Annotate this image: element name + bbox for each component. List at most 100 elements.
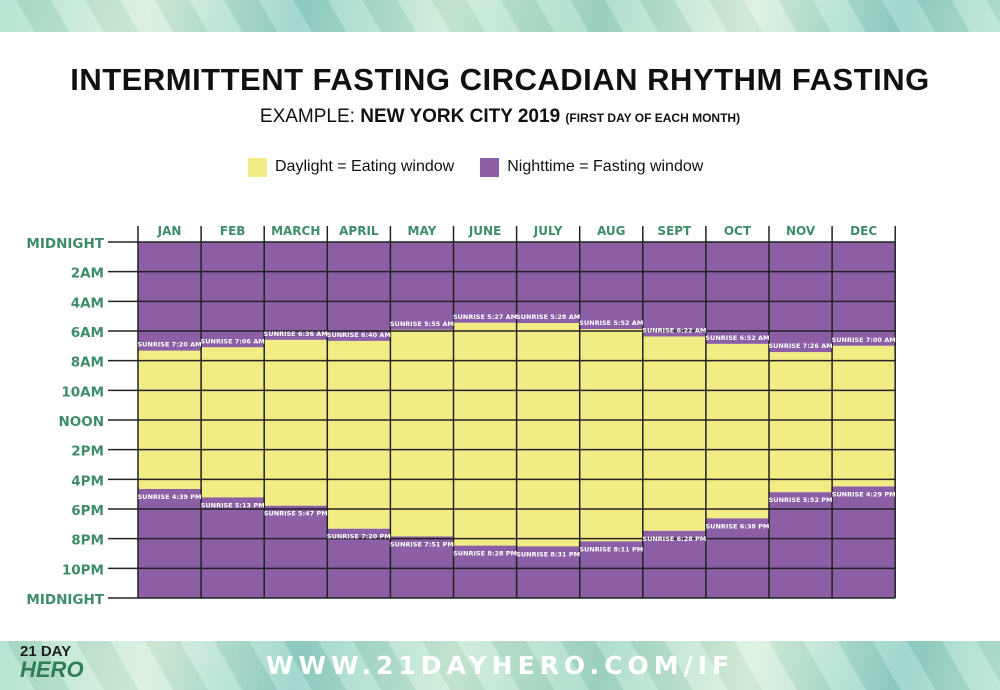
y-tick-label: 10AM <box>61 384 104 400</box>
day-bar-march <box>264 339 328 506</box>
x-tick-label: MAY <box>408 224 437 238</box>
sunset-label: SUNRISE 7:20 PM <box>327 533 391 541</box>
fasting-chart: JAN FEB MARCH APRIL MAY JUNE JULY AUG SEPT OCT NOV… <box>26 224 896 608</box>
sunrise-label: SUNRISE 5:28 AM <box>516 313 580 321</box>
sunrise-label: SUNRISE 7:26 AM <box>768 342 832 350</box>
legend-label-nighttime: Nighttime = Fasting window <box>507 158 704 175</box>
night-bar-evening-oct <box>705 518 769 598</box>
sunrise-label: SUNRISE 7:00 AM <box>832 336 896 344</box>
day-bar-feb <box>201 347 265 498</box>
day-bar-oct <box>705 343 769 519</box>
night-bar-morning-dec <box>832 242 896 346</box>
sunrise-label: SUNRISE 7:06 AM <box>201 337 265 345</box>
y-tick-label: 10PM <box>62 562 104 578</box>
sunset-label: SUNRISE 4:39 PM <box>138 493 202 501</box>
x-tick-label: AUG <box>597 224 626 238</box>
legend-swatch-daylight <box>248 157 267 177</box>
night-bar-evening-april <box>327 528 391 598</box>
night-bar-morning-may <box>390 242 454 330</box>
sunrise-label: SUNRISE 5:27 AM <box>453 313 517 321</box>
sunset-label: SUNRISE 5:13 PM <box>201 501 265 509</box>
sunset-label: SUNRISE 7:51 PM <box>390 540 454 548</box>
day-bar-aug <box>579 329 643 542</box>
night-bar-evening-june <box>453 545 517 598</box>
y-tick-label: NOON <box>58 414 104 430</box>
sunrise-label: SUNRISE 6:36 AM <box>264 330 328 338</box>
night-bar-evening-dec <box>832 486 896 598</box>
x-tick-label: JUNE <box>468 224 501 238</box>
logo-line-1: 21 DAY <box>20 643 72 660</box>
sunrise-label: SUNRISE 5:55 AM <box>390 320 454 328</box>
night-bar-evening-feb <box>201 497 265 598</box>
sunrise-label: SUNRISE 6:22 AM <box>642 326 706 334</box>
x-tick-label: DEC <box>850 224 877 238</box>
y-tick-label: 6AM <box>71 325 104 341</box>
day-bar-april <box>327 340 391 529</box>
night-bar-morning-april <box>327 242 391 341</box>
night-bar-morning-march <box>264 242 328 340</box>
night-bar-evening-may <box>390 536 454 598</box>
sunset-label: SUNRISE 8:11 PM <box>579 545 643 553</box>
sunset-label: SUNRISE 4:29 PM <box>832 490 896 498</box>
sunset-label: SUNRISE 6:28 PM <box>642 535 706 543</box>
night-bar-evening-nov <box>769 492 833 598</box>
sunset-label: SUNRISE 5:52 PM <box>769 496 833 504</box>
day-bar-may <box>390 329 454 537</box>
day-bar-june <box>453 322 517 546</box>
y-tick-label: 6PM <box>71 503 104 519</box>
x-tick-label: APRIL <box>339 224 379 238</box>
x-tick-label: OCT <box>724 224 752 238</box>
night-bar-morning-sept <box>642 242 706 337</box>
sunrise-label: SUNRISE 7:20 AM <box>137 341 201 349</box>
sunset-label: SUNRISE 5:47 PM <box>264 510 328 518</box>
sunrise-label: SUNRISE 6:40 AM <box>327 331 391 339</box>
legend-item-nighttime: Nighttime = Fasting window <box>480 157 704 177</box>
x-tick-label: MARCH <box>271 224 320 238</box>
y-tick-label: MIDNIGHT <box>26 236 104 252</box>
x-tick-label: FEB <box>220 224 246 238</box>
night-bar-morning-july <box>516 242 580 324</box>
y-tick-label: 4AM <box>71 295 104 311</box>
sunset-label: SUNRISE 6:38 PM <box>706 522 770 530</box>
night-bar-evening-july <box>516 546 580 598</box>
day-bar-nov <box>769 352 833 493</box>
chart-legend: Daylight = Eating window Nighttime = Fas… <box>248 155 729 179</box>
legend-label-daylight: Daylight = Eating window <box>275 158 455 175</box>
night-bar-evening-aug <box>579 541 643 598</box>
subtitle-location: NEW YORK CITY 2019 <box>360 106 561 127</box>
subtitle-prefix: EXAMPLE: <box>259 106 361 127</box>
night-bar-morning-aug <box>579 242 643 330</box>
night-bar-morning-oct <box>705 242 769 344</box>
subtitle-note: (FIRST DAY OF EACH MONTH) <box>565 111 741 125</box>
chart-subtitle: EXAMPLE: NEW YORK CITY 2019 (FIRST DAY O… <box>0 106 1000 128</box>
sunset-label: SUNRISE 8:31 PM <box>516 550 580 558</box>
brand-logo: 21 DAY HERO <box>20 644 100 688</box>
day-bar-july <box>516 323 580 547</box>
footer-band <box>0 641 1000 690</box>
day-bar-dec <box>832 345 896 487</box>
y-tick-label: 2PM <box>71 444 104 460</box>
sunrise-label: SUNRISE 6:52 AM <box>705 334 769 342</box>
day-bar-sept <box>642 336 706 531</box>
night-bar-morning-june <box>453 242 517 323</box>
y-tick-label: 4PM <box>71 473 104 489</box>
footer-url: WWW.21DAYHERO.COM/IF <box>265 651 735 680</box>
x-tick-label: JULY <box>533 224 563 238</box>
night-bar-morning-nov <box>769 242 833 353</box>
legend-item-daylight: Daylight = Eating window <box>248 157 455 177</box>
night-bar-evening-march <box>264 505 328 598</box>
y-tick-label: 8PM <box>71 533 104 549</box>
night-bar-morning-jan <box>138 242 202 351</box>
night-bar-evening-sept <box>642 530 706 598</box>
y-tick-label: MIDNIGHT <box>26 592 104 608</box>
night-bar-evening-jan <box>138 488 202 598</box>
legend-swatch-nighttime <box>480 157 500 177</box>
x-tick-label: JAN <box>157 224 182 238</box>
sunrise-label: SUNRISE 5:52 AM <box>579 319 643 327</box>
logo-line-2: HERO <box>20 657 84 682</box>
sunset-label: SUNRISE 8:28 PM <box>453 550 517 558</box>
x-tick-label: SEPT <box>657 224 692 238</box>
y-tick-label: 2AM <box>71 266 104 282</box>
x-tick-label: NOV <box>786 224 816 238</box>
chart-title: INTERMITTENT FASTING CIRCADIAN RHYTHM FA… <box>70 62 930 97</box>
